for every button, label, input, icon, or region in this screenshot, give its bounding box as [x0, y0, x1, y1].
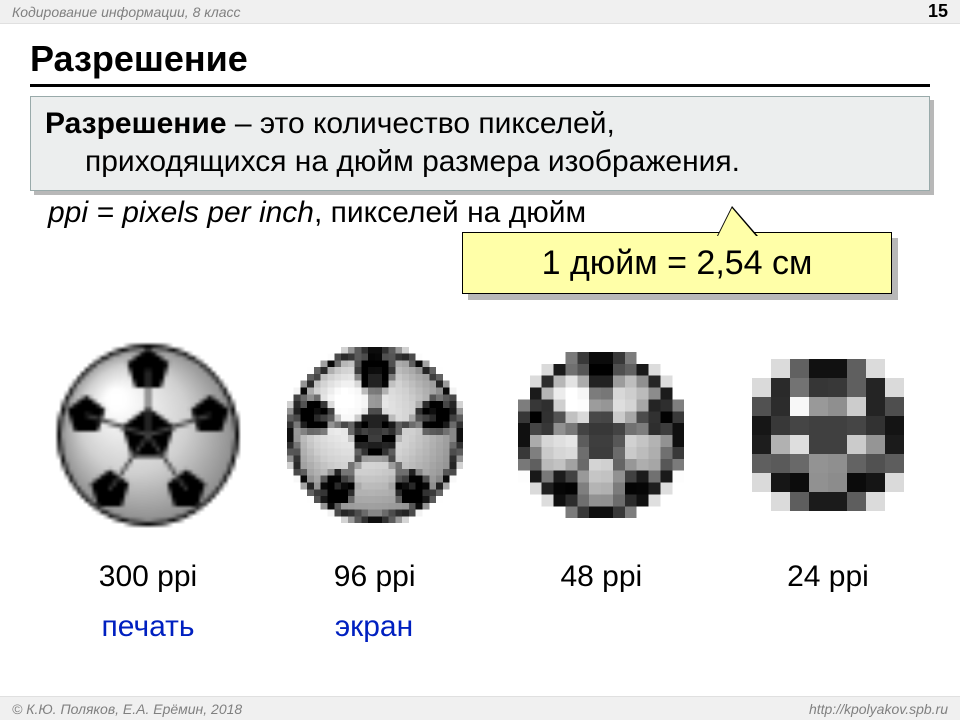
footer-credit: © К.Ю. Поляков, Е.А. Ерёмин, 2018 [12, 701, 242, 717]
label-ppi-0: 300 ppi [48, 560, 248, 594]
definition-box: Разрешение – это количество пикселей, пр… [30, 96, 930, 191]
course-label: Кодирование информации, 8 класс [12, 4, 241, 20]
label-use-0: печать [48, 610, 248, 644]
ppi-italic: ppi = pixels per inch [48, 196, 314, 229]
label-ppi-2: 48 ppi [501, 560, 701, 594]
callout-body: 1 дюйм = 2,54 см [462, 232, 892, 294]
ppi-explain: ppi = pixels per inch, пикселей на дюйм [48, 196, 586, 230]
ppi-rest: , пикселей на дюйм [314, 196, 586, 229]
definition-term: Разрешение [45, 107, 227, 140]
ball-48 [501, 340, 701, 530]
ppi-labels: 300 ppi 96 ppi 48 ppi 24 ppi [48, 560, 928, 594]
slide-title: Разрешение [30, 38, 930, 87]
definition-line2: приходящихся на дюйм размера изображения… [45, 143, 915, 181]
label-use-1: экран [274, 610, 474, 644]
use-labels: печать экран [48, 610, 928, 644]
balls-row [48, 330, 928, 540]
slide-number: 15 [928, 1, 948, 22]
ball-96 [275, 340, 475, 530]
inch-callout: 1 дюйм = 2,54 см [462, 228, 902, 306]
slide-header: Кодирование информации, 8 класс 15 [0, 0, 960, 24]
ball-24 [728, 340, 928, 530]
label-ppi-3: 24 ppi [728, 560, 928, 594]
footer-url: http://kpolyakov.spb.ru [809, 701, 948, 717]
slide-footer: © К.Ю. Поляков, Е.А. Ерёмин, 2018 http:/… [0, 696, 960, 720]
ball-300 [48, 340, 248, 530]
callout-tail [718, 208, 756, 236]
label-ppi-1: 96 ppi [275, 560, 475, 594]
definition-line1: – это количество пикселей, [227, 107, 615, 140]
